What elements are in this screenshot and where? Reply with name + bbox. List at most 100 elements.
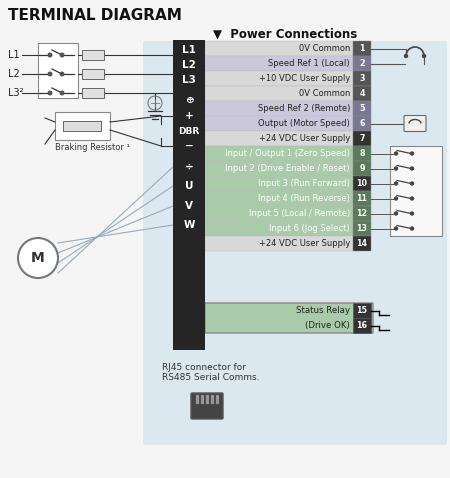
- Bar: [205, 131, 353, 146]
- Text: 0V Common: 0V Common: [299, 89, 350, 98]
- Text: Input 4 (Run Reverse): Input 4 (Run Reverse): [258, 194, 350, 203]
- Text: ÷: ÷: [184, 162, 194, 172]
- Bar: [353, 191, 371, 206]
- Bar: [205, 101, 353, 116]
- Text: −: −: [184, 141, 194, 151]
- Text: 2: 2: [359, 59, 365, 68]
- Text: 16: 16: [356, 321, 368, 330]
- Circle shape: [410, 167, 414, 170]
- Text: Braking Resistor ¹: Braking Resistor ¹: [55, 143, 130, 152]
- Bar: [196, 395, 199, 404]
- Text: +10 VDC User Supply: +10 VDC User Supply: [259, 74, 350, 83]
- Text: 8: 8: [359, 149, 365, 158]
- Bar: [205, 161, 353, 176]
- Bar: [63, 121, 101, 131]
- Bar: [390, 146, 442, 236]
- Bar: [353, 303, 371, 318]
- Circle shape: [48, 53, 52, 57]
- Circle shape: [410, 182, 414, 185]
- Text: L1: L1: [8, 50, 20, 60]
- Text: +24 VDC User Supply: +24 VDC User Supply: [259, 134, 350, 143]
- Bar: [55, 112, 110, 140]
- Bar: [353, 56, 371, 71]
- Bar: [353, 71, 371, 86]
- Text: 3: 3: [359, 74, 365, 83]
- Bar: [353, 161, 371, 176]
- Circle shape: [405, 54, 408, 57]
- FancyBboxPatch shape: [404, 116, 426, 131]
- Text: 7: 7: [359, 134, 365, 143]
- Bar: [205, 236, 353, 251]
- Bar: [82, 50, 104, 60]
- Circle shape: [410, 152, 414, 155]
- Text: TERMINAL DIAGRAM: TERMINAL DIAGRAM: [8, 8, 182, 23]
- Text: 12: 12: [356, 209, 368, 218]
- Text: M: M: [31, 251, 45, 265]
- FancyBboxPatch shape: [143, 41, 447, 445]
- Bar: [211, 395, 214, 404]
- Text: ▼  Power Connections: ▼ Power Connections: [213, 28, 357, 41]
- Bar: [353, 131, 371, 146]
- Bar: [205, 206, 353, 221]
- Circle shape: [395, 212, 397, 215]
- Bar: [38, 43, 78, 98]
- Text: 10: 10: [356, 179, 368, 188]
- Bar: [82, 69, 104, 79]
- Text: 14: 14: [356, 239, 368, 248]
- Circle shape: [395, 152, 397, 155]
- Bar: [353, 318, 371, 333]
- Text: +24 VDC User Supply: +24 VDC User Supply: [259, 239, 350, 248]
- Text: W: W: [183, 220, 195, 230]
- Text: 9: 9: [359, 164, 365, 173]
- Text: Input 5 (Local / Remote): Input 5 (Local / Remote): [249, 209, 350, 218]
- Text: 6: 6: [359, 119, 365, 128]
- Circle shape: [60, 72, 64, 76]
- Text: L2: L2: [182, 60, 196, 70]
- Circle shape: [60, 91, 64, 95]
- Circle shape: [395, 182, 397, 185]
- Bar: [201, 395, 204, 404]
- Circle shape: [18, 238, 58, 278]
- Bar: [173, 40, 205, 350]
- Bar: [353, 176, 371, 191]
- Circle shape: [48, 91, 52, 95]
- Bar: [353, 116, 371, 131]
- Text: Input 6 (Jog Select): Input 6 (Jog Select): [270, 224, 350, 233]
- Bar: [205, 71, 353, 86]
- Text: Input / Output 1 (Zero Speed): Input / Output 1 (Zero Speed): [225, 149, 350, 158]
- Bar: [82, 88, 104, 98]
- Bar: [353, 86, 371, 101]
- Text: 11: 11: [356, 194, 368, 203]
- Text: L2: L2: [8, 69, 20, 79]
- Text: 0V Common: 0V Common: [299, 44, 350, 53]
- Text: L1: L1: [182, 45, 196, 55]
- Bar: [206, 395, 209, 404]
- Bar: [205, 56, 353, 71]
- Text: 13: 13: [356, 224, 368, 233]
- Circle shape: [60, 53, 64, 57]
- Text: 5: 5: [359, 104, 365, 113]
- Bar: [205, 86, 353, 101]
- Bar: [353, 146, 371, 161]
- FancyBboxPatch shape: [191, 393, 223, 419]
- Bar: [205, 116, 353, 131]
- Bar: [353, 41, 371, 56]
- Bar: [353, 101, 371, 116]
- Circle shape: [423, 54, 426, 57]
- Bar: [205, 176, 353, 191]
- Bar: [205, 41, 353, 56]
- Circle shape: [395, 197, 397, 200]
- Text: Speed Ref 1 (Local): Speed Ref 1 (Local): [268, 59, 350, 68]
- Circle shape: [410, 197, 414, 200]
- Text: U: U: [185, 181, 193, 191]
- Bar: [205, 221, 353, 236]
- Text: (Drive OK): (Drive OK): [305, 321, 350, 330]
- Bar: [353, 236, 371, 251]
- Text: Status Relay: Status Relay: [296, 306, 350, 315]
- Bar: [205, 146, 353, 161]
- Text: 4: 4: [359, 89, 365, 98]
- Bar: [216, 395, 219, 404]
- Circle shape: [410, 212, 414, 215]
- Bar: [353, 221, 371, 236]
- Text: Input 3 (Run Forward): Input 3 (Run Forward): [258, 179, 350, 188]
